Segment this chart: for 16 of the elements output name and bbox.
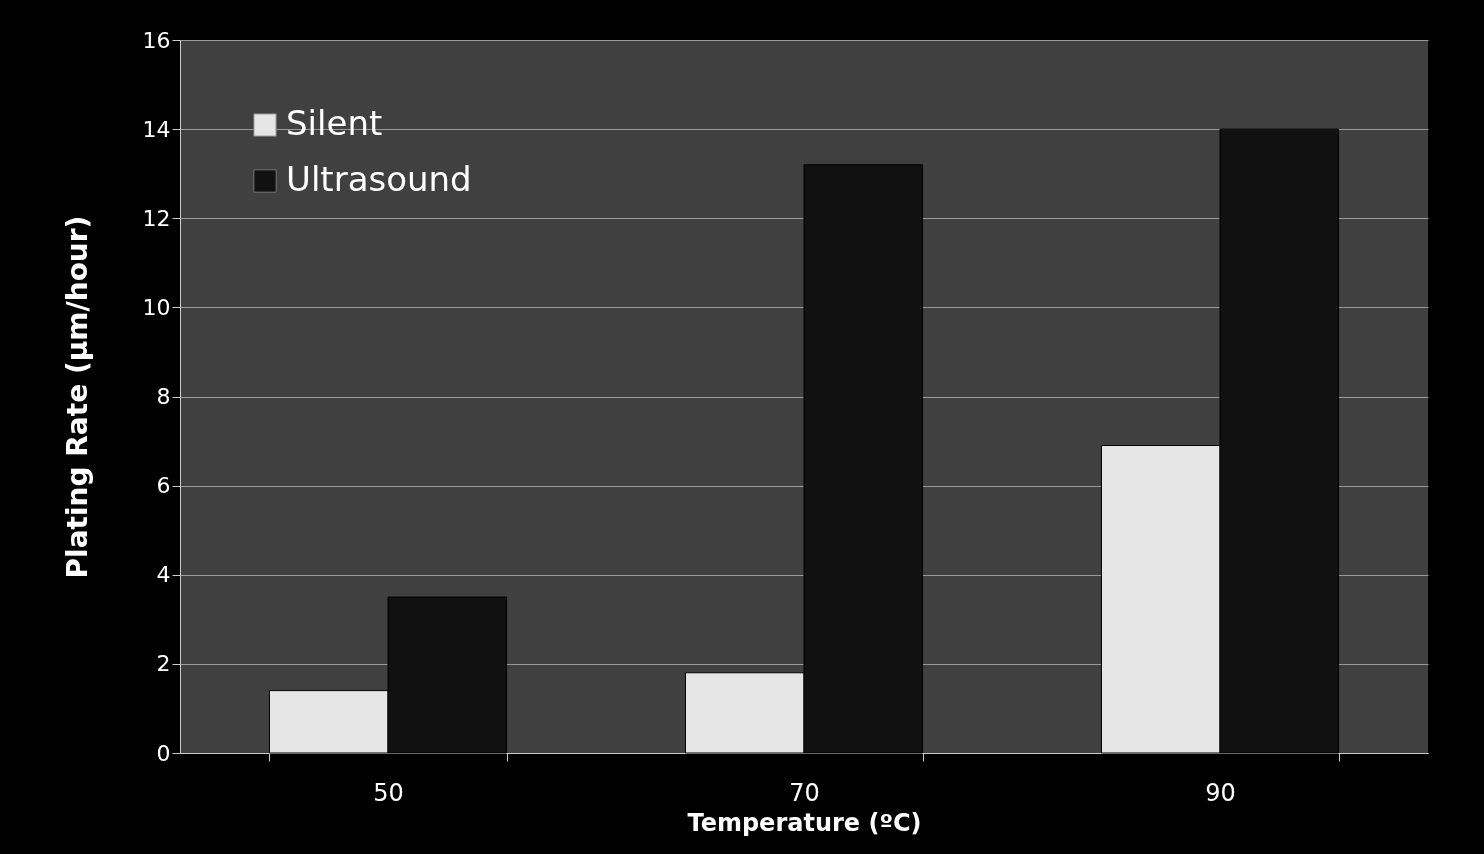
y-tick-label: 16	[142, 27, 171, 53]
x-axis-title: Temperature (ºC)	[687, 808, 922, 837]
y-tick-label: 6	[156, 473, 171, 499]
x-tick-label: 50	[373, 778, 404, 807]
y-tick-label: 12	[142, 205, 171, 231]
y-tick-label: 8	[156, 384, 171, 409]
x-tick-label: 90	[1205, 778, 1236, 807]
y-tick-label: 2	[156, 651, 171, 677]
y-axis-title: Plating Rate (μm/hour)	[60, 215, 94, 579]
y-tick-label: 14	[142, 116, 171, 142]
legend-label: Silent	[286, 103, 383, 143]
y-tick-label: 0	[156, 740, 171, 766]
y-tick-label: 4	[156, 562, 171, 588]
legend-label: Ultrasound	[286, 159, 472, 199]
y-tick-label: 10	[142, 294, 171, 320]
x-tick-label: 70	[789, 778, 820, 807]
